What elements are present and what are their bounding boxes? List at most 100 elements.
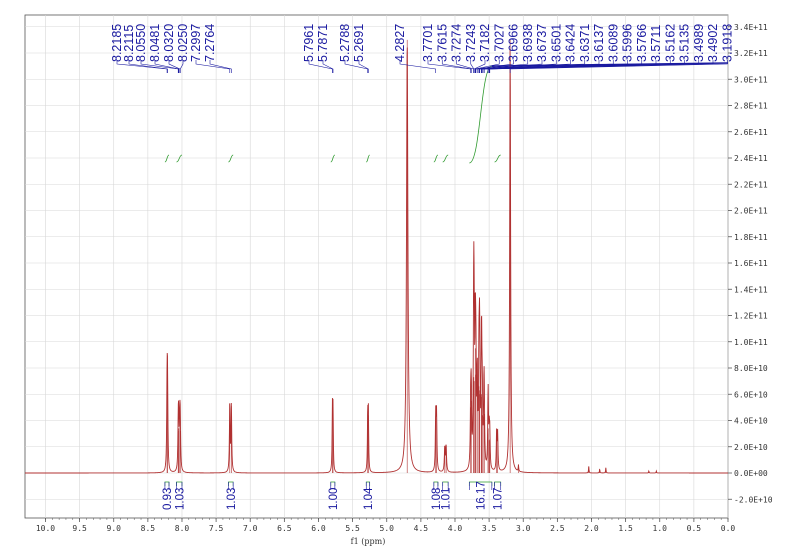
x-tick-label: 5.0: [380, 524, 395, 533]
integral-curve: [494, 154, 501, 163]
peak-label-connector: [322, 60, 334, 73]
peak-label: 3.7615: [435, 24, 449, 62]
peak-label: 5.2788: [338, 24, 352, 62]
peak-label-connector: [427, 60, 471, 73]
integral-curve: [468, 65, 493, 164]
y-tick-label: 2.0E+11: [734, 207, 768, 216]
y-tick-label: 1.0E+11: [734, 338, 768, 347]
peak-label: 3.6137: [592, 24, 606, 62]
integral-curve: [366, 154, 370, 163]
peak-label-connector: [474, 60, 500, 73]
y-tick-label: 2.6E+11: [734, 128, 768, 137]
x-tick-label: 3.0: [516, 524, 531, 533]
integral-value: 1.08: [431, 488, 443, 510]
peak-label: 8.0481: [148, 24, 162, 62]
peak-label-connector: [479, 60, 571, 73]
peak-label: 3.6424: [564, 24, 578, 62]
peak-label-connector: [473, 60, 486, 73]
peak-label: 5.7961: [302, 24, 316, 62]
peak-label-connector: [476, 60, 543, 73]
y-tick-label: 1.2E+11: [734, 312, 768, 321]
peak-label: 3.6737: [535, 24, 549, 62]
peak-label: 8.2185: [110, 24, 124, 62]
y-tick-label: 0.0E+00: [734, 469, 768, 478]
y-tick-label: 2.2E+11: [734, 180, 768, 189]
x-axis: 10.0 9.5 9.0 8.5 8.0 7.5 7.0 6.5 6.0 5.5 5.0 4.5 4.0…: [36, 518, 735, 533]
x-tick-label: 9.0: [107, 524, 122, 533]
peak-label-connector: [154, 60, 179, 73]
peak-label: 8.0320: [162, 24, 176, 62]
peak-label-connector: [509, 60, 728, 73]
peak-label-connector: [475, 60, 529, 73]
peak-label: 7.2997: [189, 24, 203, 62]
x-tick-label: 2.0: [584, 524, 599, 533]
peak-label: 4.2827: [393, 24, 407, 62]
y-tick-label: 6.0E+10: [734, 390, 768, 399]
x-tick-label: 7.0: [243, 524, 258, 533]
y-tick-label: 4.0E+10: [734, 417, 768, 426]
peak-label: 3.4902: [706, 24, 720, 62]
peak-label: 7.2764: [203, 24, 217, 62]
peak-label-connector: [344, 60, 369, 73]
integral-value: 16.17: [476, 481, 488, 510]
x-tick-label: 10.0: [36, 524, 55, 533]
y-tick-label: 3.4E+11: [734, 23, 768, 32]
integral-value: 1.04: [363, 487, 375, 510]
y-tick-label: 1.8E+11: [734, 233, 768, 242]
integral-curve: [330, 154, 336, 163]
x-tick-label: 8.5: [141, 524, 156, 533]
x-tick-label: 6.5: [277, 524, 292, 533]
integral-value: 1.01: [440, 488, 452, 510]
peak-label-connector: [195, 60, 231, 73]
integral-curve: [164, 154, 170, 163]
peak-label: 8.0550: [134, 24, 148, 62]
peak-label: 3.5711: [649, 25, 663, 62]
peak-label-connector: [168, 60, 181, 73]
peak-label-connector: [478, 60, 557, 73]
x-tick-label: 0.5: [687, 524, 702, 533]
integral-curve: [228, 154, 234, 163]
peak-label: 3.6938: [521, 24, 535, 62]
y-tick-label: 2.0E+10: [734, 443, 768, 452]
y-tick-label: 2.4E+11: [734, 154, 768, 163]
grid-lines: [24, 14, 729, 519]
peak-label-connector: [489, 60, 714, 73]
peak-label: 3.6966: [507, 24, 521, 62]
peak-label: 5.7871: [316, 24, 330, 62]
x-tick-label: 4.5: [414, 524, 429, 533]
peak-label-connector: [470, 60, 475, 73]
peak-label-connector: [128, 60, 168, 73]
integral-value: 1.03: [226, 488, 238, 510]
x-tick-label: 1.0: [653, 524, 668, 533]
integral-value: 1.00: [328, 488, 340, 510]
x-tick-label: 5.5: [345, 524, 360, 533]
y-tick-label: 8.0E+10: [734, 364, 768, 373]
integral-curve: [433, 154, 439, 163]
x-tick-label: 6.0: [311, 524, 326, 533]
x-tick-label: 9.5: [72, 524, 87, 533]
peak-label-connector: [308, 60, 333, 73]
x-tick-label: 2.5: [550, 524, 565, 533]
peak-label: 3.4989: [692, 24, 706, 62]
integral-curve: [176, 154, 183, 163]
peak-label: 8.0250: [176, 24, 190, 62]
peak-label: 3.6371: [578, 24, 592, 62]
x-tick-label: 7.5: [209, 524, 224, 533]
y-tick-label: 2.8E+11: [734, 102, 768, 111]
peak-label-connector: [479, 60, 586, 73]
integral-curve: [442, 154, 449, 163]
peak-label: 3.1918: [720, 24, 734, 62]
spectrum-trace: [25, 39, 728, 474]
peak-label: 3.5766: [635, 24, 649, 62]
peak-label: 3.7027: [492, 24, 506, 62]
peak-label-connector: [441, 60, 472, 73]
integral-value: 1.07: [493, 488, 505, 510]
peak-label: 3.5996: [621, 24, 635, 62]
spectrum-line: [25, 47, 728, 474]
peak-label: 3.6089: [606, 24, 620, 62]
x-tick-label: 1.5: [618, 524, 633, 533]
peak-label-connector: [358, 60, 369, 73]
